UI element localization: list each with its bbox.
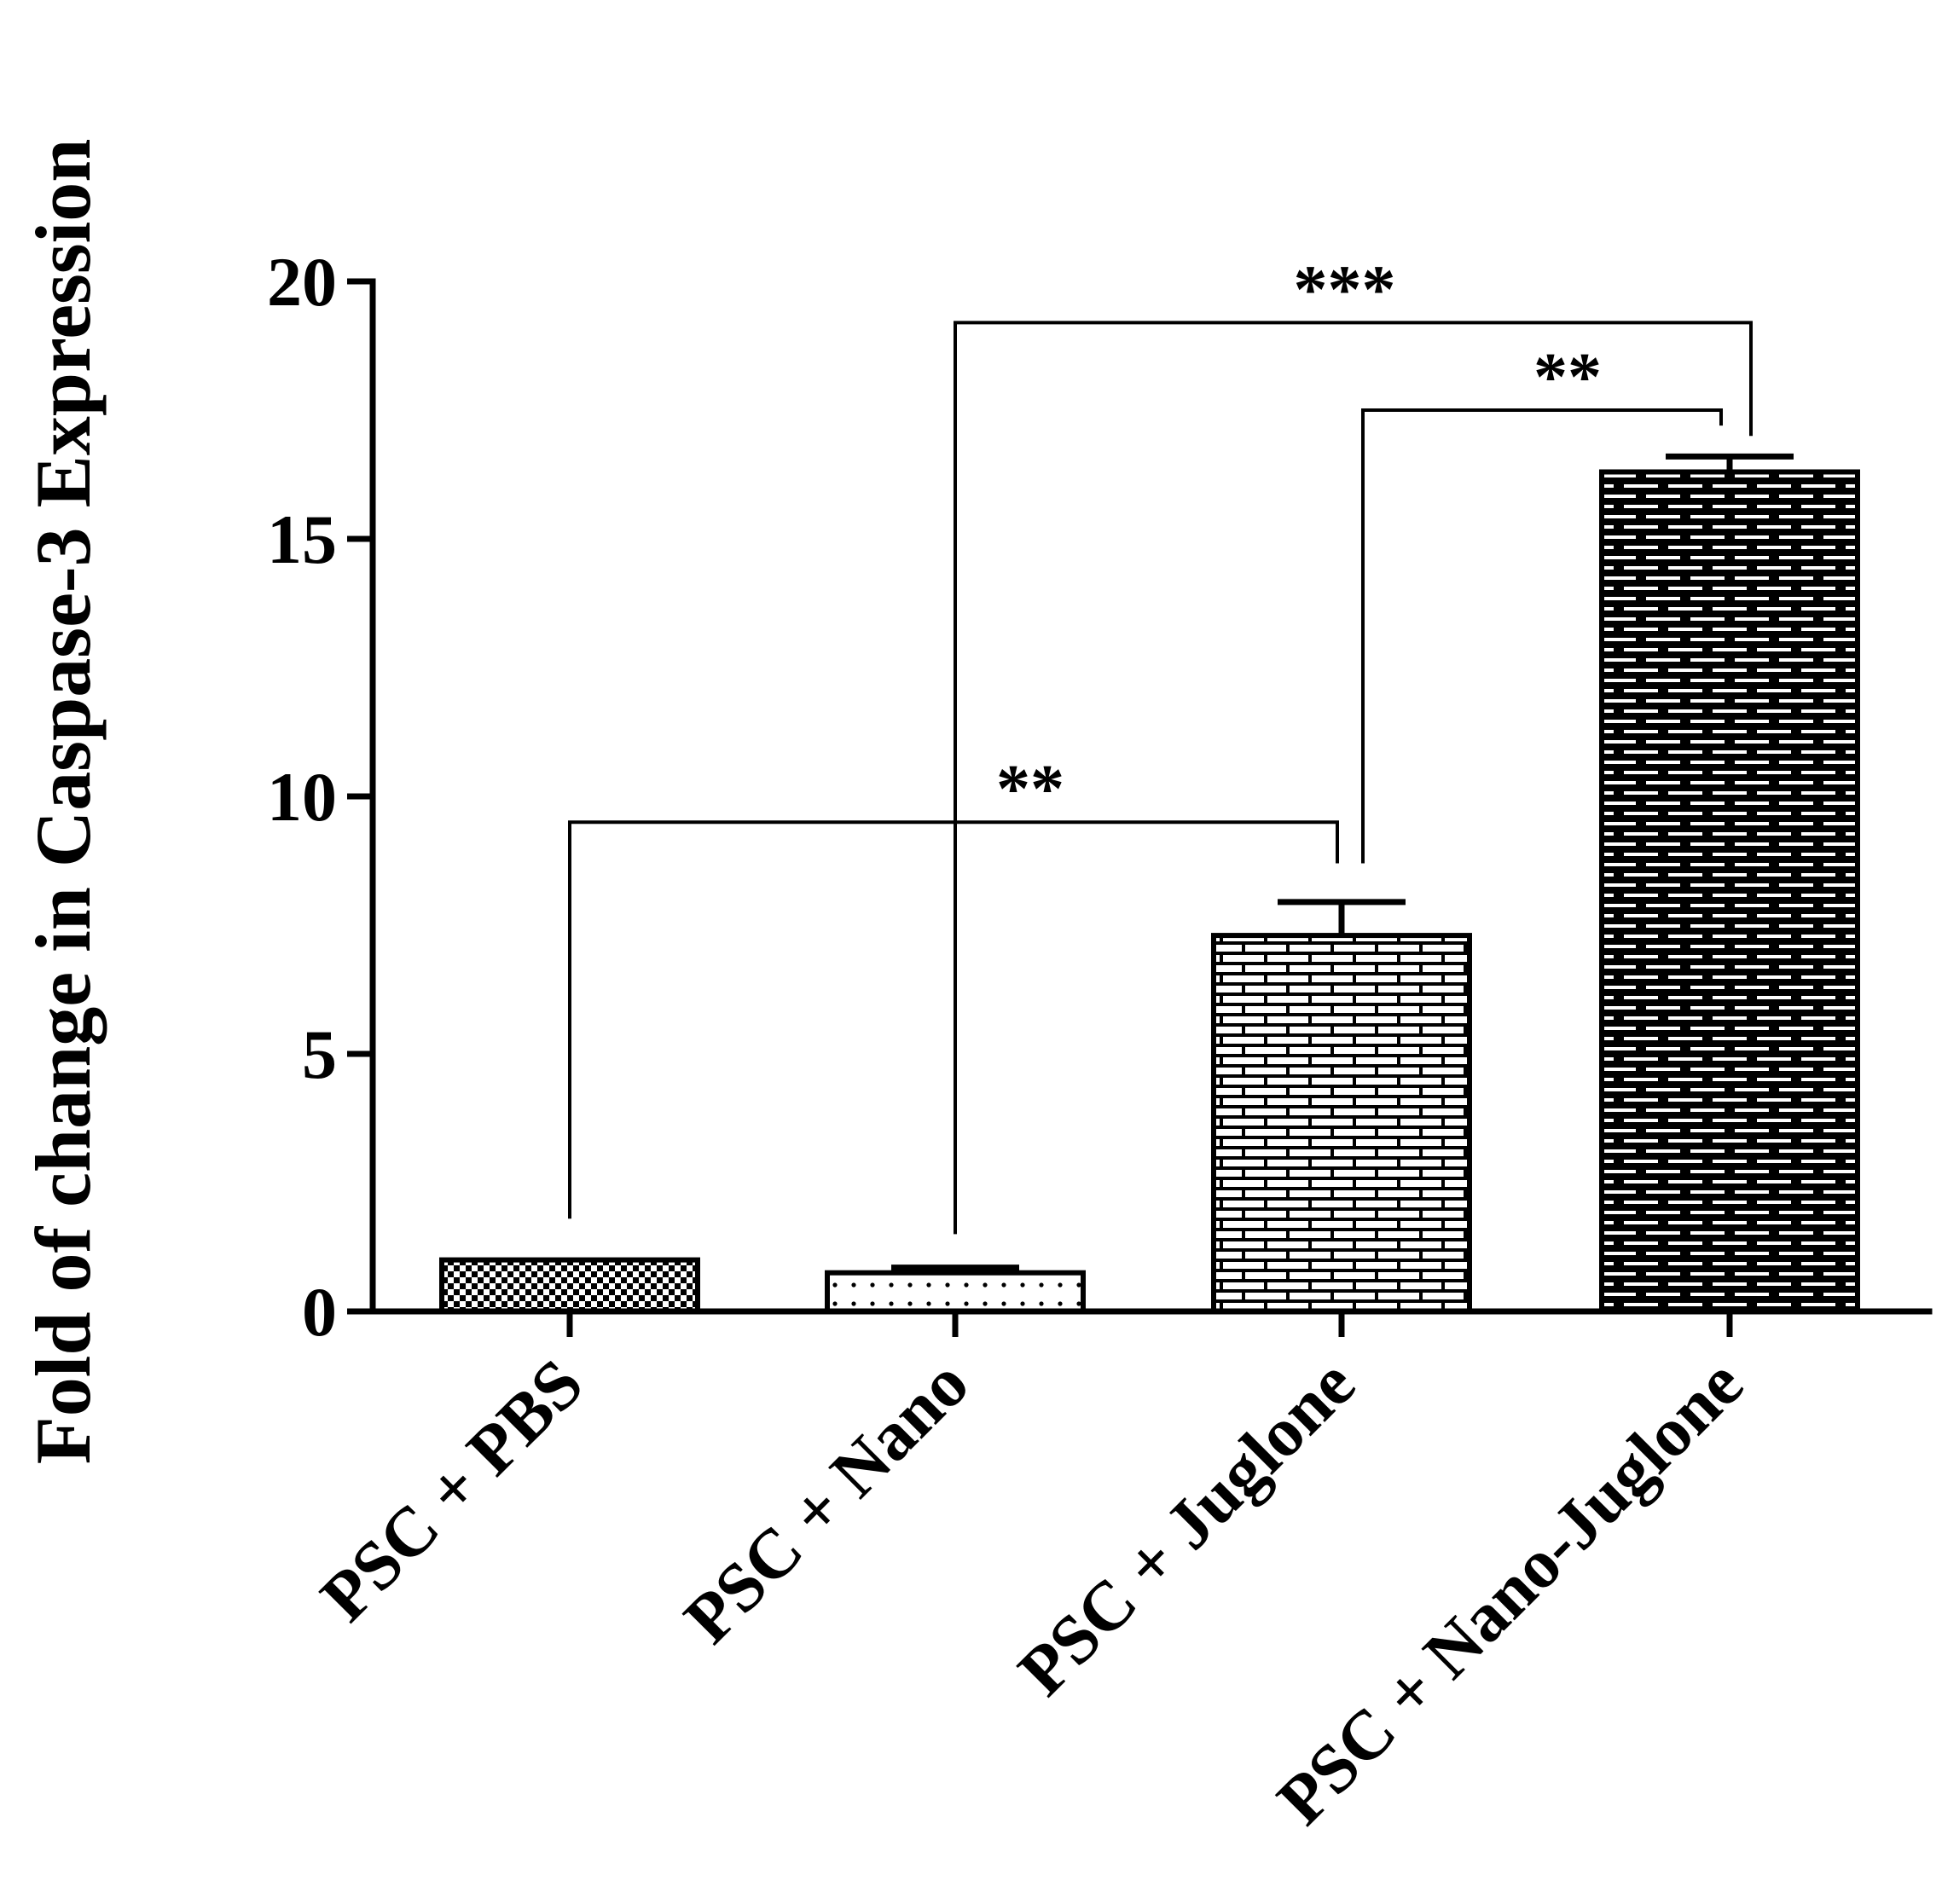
significance-label-2: **: [1533, 340, 1602, 415]
bar-0: [439, 1257, 700, 1314]
significance-bracket-2: **: [1361, 340, 1723, 864]
bar-group-0: [439, 1257, 700, 1314]
y-tick-label-2: 10: [267, 758, 337, 836]
significance-brackets: *******: [568, 252, 1753, 1235]
bar-group-3: [1599, 453, 1860, 1314]
bar-2: [1211, 933, 1472, 1314]
bar-1: [825, 1270, 1086, 1314]
bar-group-1: [825, 1265, 1086, 1314]
bars: [439, 453, 1860, 1314]
y-tick-label-0: 0: [302, 1273, 337, 1351]
x-tick-label-1: PSC + Nano: [670, 1344, 983, 1658]
y-tick-label-1: 5: [302, 1016, 337, 1093]
bar-3: [1599, 469, 1860, 1314]
x-tick-label-2: PSC + Juglone: [1003, 1344, 1369, 1710]
y-axis-ticks: 0 5 10 15 20: [267, 243, 373, 1351]
y-tick-label-4: 20: [267, 243, 337, 321]
y-tick-label-3: 15: [267, 501, 337, 578]
significance-bracket-1: ***: [954, 252, 1753, 1235]
significance-label-1: ***: [1294, 252, 1396, 327]
significance-label-0: **: [996, 752, 1064, 827]
y-axis-title: Fold of change in Caspase-3 Expression: [20, 139, 107, 1465]
x-tick-label-0: PSC + PBS: [305, 1344, 597, 1635]
significance-line-2: [1361, 408, 1723, 864]
bar-group-2: [1211, 899, 1472, 1314]
significance-line-1: [954, 321, 1753, 1235]
